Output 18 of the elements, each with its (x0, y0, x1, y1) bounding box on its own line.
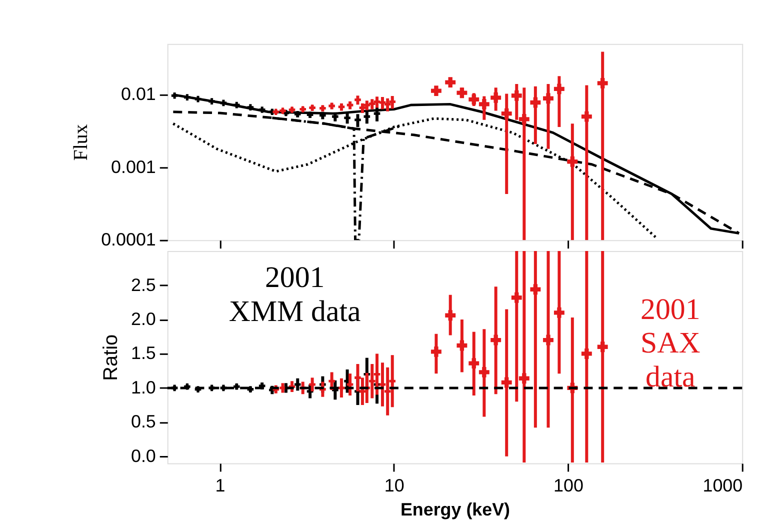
x-tick-label: 1 (215, 476, 226, 496)
x-tick-label: 10 (384, 476, 404, 496)
x-tick-label: 1000 (702, 476, 743, 496)
y-tick-label: 2.5 (130, 274, 156, 295)
y-axis-title: Flux (70, 124, 92, 161)
y-tick-label: 0.01 (121, 84, 156, 104)
y-tick-label: 0.5 (130, 412, 156, 432)
x-tick-label: 100 (554, 476, 584, 496)
y-tick-label: 1.5 (130, 343, 156, 364)
annotation: 2001 XMM data (228, 260, 361, 328)
y-tick-label: 2.0 (130, 308, 156, 329)
y-tick-label: 0.0001 (101, 230, 156, 250)
x-axis-title: Energy (keV) (400, 500, 510, 520)
y-tick-label: 1.0 (130, 377, 156, 398)
y-tick-label: 0.001 (111, 156, 156, 177)
annotation: 2001 SAX data (640, 292, 701, 394)
y-tick-label: 0.0 (130, 446, 156, 466)
y-axis-title: Ratio (100, 334, 122, 381)
